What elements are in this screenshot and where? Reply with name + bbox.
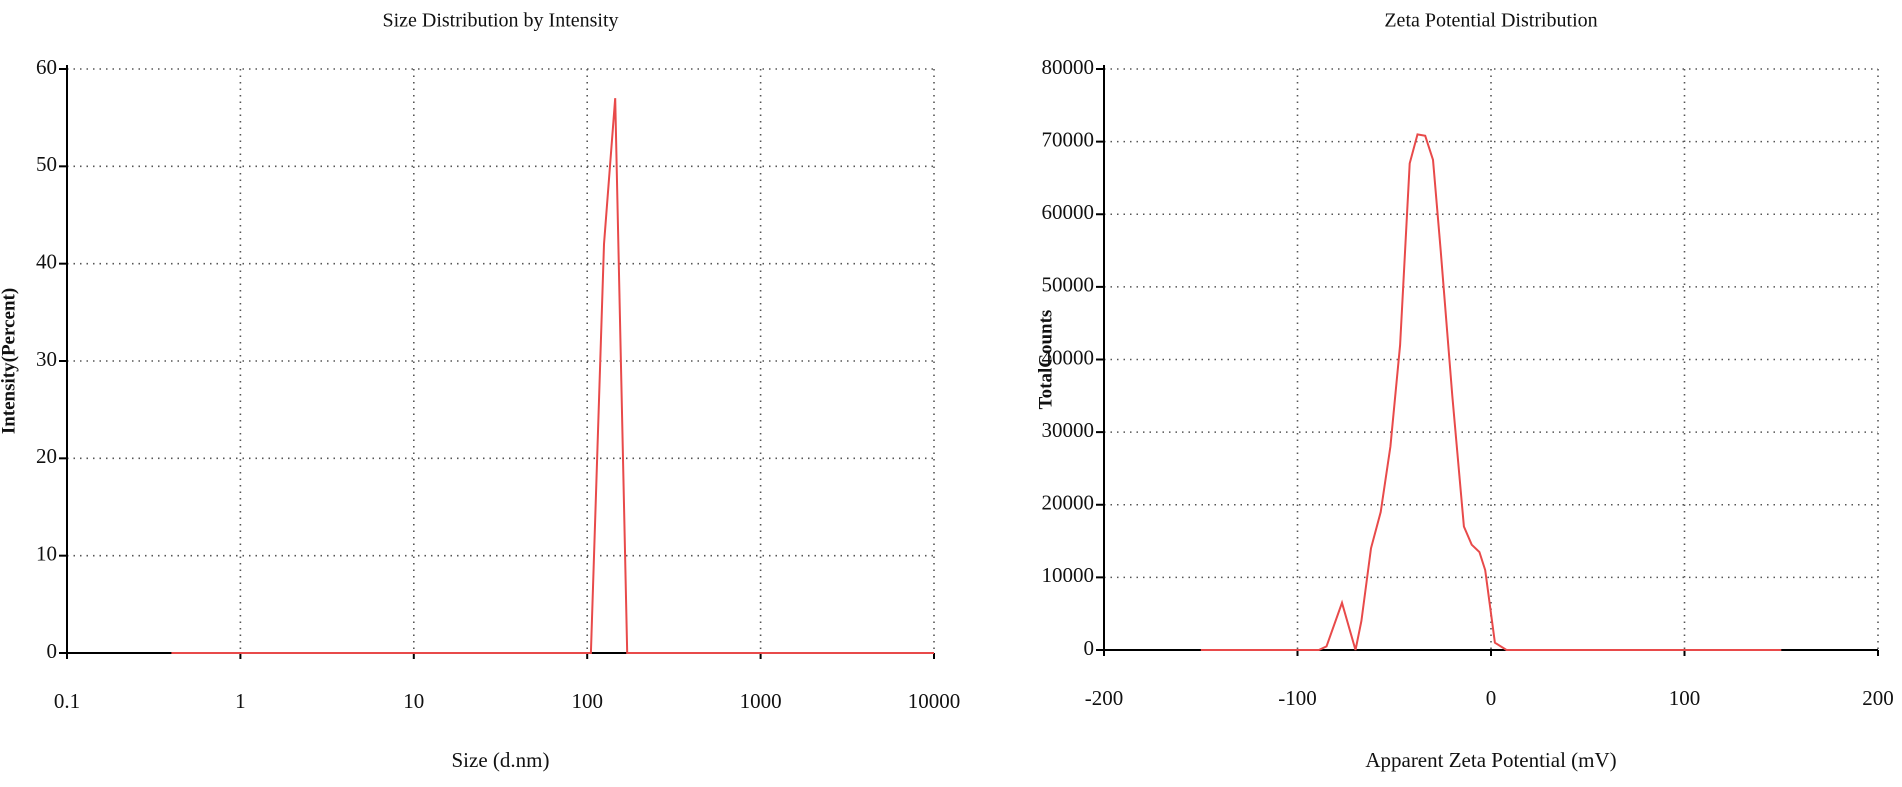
y-tick-label: 20000 [1042, 491, 1095, 515]
data-line [171, 98, 934, 654]
y-axis-title: TotalCounts [1035, 310, 1056, 410]
x-tick-label: 10 [403, 689, 424, 713]
y-tick-label: 0 [1084, 636, 1095, 660]
y-tick-label: 70000 [1042, 127, 1095, 151]
y-tick-label: 20 [36, 444, 57, 468]
y-tick-label: 10 [36, 541, 57, 565]
x-tick-label: 10000 [908, 689, 961, 713]
data-line [1200, 133, 1782, 651]
y-axis-title: Intensity(Percent) [0, 288, 19, 434]
y-tick-label: 10000 [1042, 563, 1095, 587]
y-tick-label: 0 [47, 639, 58, 663]
y-tick-label: 40 [36, 249, 57, 273]
x-tick-label: 0.1 [54, 689, 80, 713]
y-tick-label: 80000 [1042, 55, 1095, 79]
y-tick-label: 50000 [1042, 273, 1095, 297]
y-tick-label: 60000 [1042, 200, 1095, 224]
y-tick-label: 40000 [1042, 345, 1095, 369]
x-tick-label: 1000 [740, 689, 782, 713]
x-tick-label: 200 [1862, 686, 1894, 710]
x-tick-label: -200 [1085, 686, 1124, 710]
chart-title: Zeta Potential Distribution [1384, 10, 1597, 32]
y-tick-label: 30 [36, 347, 57, 371]
x-axis-title: Size (d.nm) [452, 748, 550, 772]
chart-title: Size Distribution by Intensity [382, 10, 618, 32]
x-tick-label: 1 [235, 689, 246, 713]
x-tick-label: -100 [1278, 686, 1317, 710]
x-tick-label: 100 [1669, 686, 1701, 710]
y-tick-label: 30000 [1042, 418, 1095, 442]
x-tick-label: 100 [571, 689, 603, 713]
x-tick-label: 0 [1486, 686, 1497, 710]
y-tick-label: 50 [36, 152, 57, 176]
y-tick-label: 60 [36, 55, 57, 79]
x-axis-title: Apparent Zeta Potential (mV) [1365, 748, 1616, 772]
